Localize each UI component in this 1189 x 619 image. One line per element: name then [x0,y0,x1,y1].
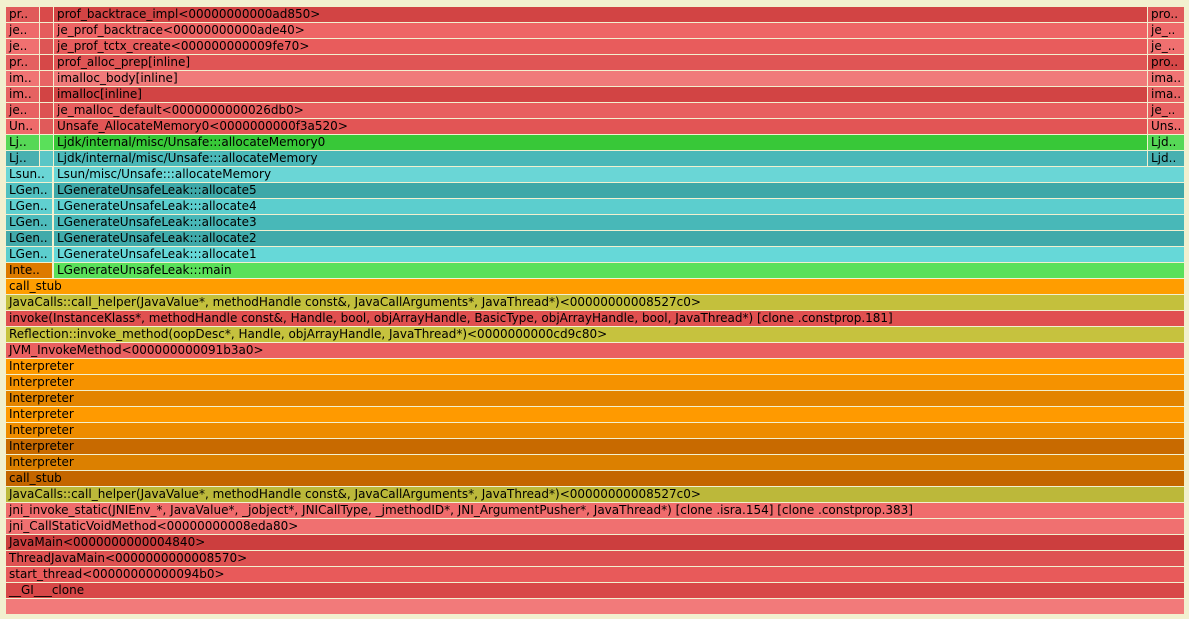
frame-un[interactable]: Un.. [6,119,39,134]
frame-gi-clone[interactable]: __GI___clone [6,583,1184,598]
frame-lj[interactable]: Lj.. [6,151,39,166]
frame-im[interactable]: im.. [6,87,39,102]
frame-prof-backtrace-impl-00000000000ad850[interactable]: prof_backtrace_impl<00000000000ad850> [54,7,1147,22]
frame-je[interactable]: je_.. [1148,39,1184,54]
frame-lgen[interactable]: LGen.. [6,231,52,246]
frame-je[interactable]: je_.. [1148,103,1184,118]
frame-pr[interactable]: pr.. [6,7,39,22]
frame-lgen[interactable]: LGen.. [6,199,52,214]
frame-imalloc-inline[interactable]: imalloc[inline] [54,87,1147,102]
frame-ima[interactable]: ima.. [1148,87,1184,102]
frame-threadjavamain-0000000000008570[interactable]: ThreadJavaMain<0000000000008570> [6,551,1184,566]
frame-interpreter[interactable]: Interpreter [6,375,1184,390]
frame-lsun[interactable]: Lsun.. [6,167,52,182]
frame-ljdk-internal-misc-unsafe-allocatememory[interactable]: Ljdk/internal/misc/Unsafe:::allocateMemo… [54,151,1147,166]
frame-empty[interactable] [40,23,53,38]
frame-interpreter[interactable]: Interpreter [6,455,1184,470]
frame-lgen[interactable]: LGen.. [6,183,52,198]
frame-je[interactable]: je_.. [1148,23,1184,38]
frame-jni-callstaticvoidmethod-00000000008eda8[interactable]: jni_CallStaticVoidMethod<00000000008eda8… [6,519,1184,534]
frame-uns[interactable]: Uns.. [1148,119,1184,134]
frame-lgenerateunsafeleak-allocate1[interactable]: LGenerateUnsafeLeak:::allocate1 [54,247,1184,262]
frame-empty[interactable] [40,119,53,134]
frame-empty[interactable] [6,599,1184,614]
frame-lgenerateunsafeleak-allocate3[interactable]: LGenerateUnsafeLeak:::allocate3 [54,215,1184,230]
frame-ljdk-internal-misc-unsafe-allocatememory[interactable]: Ljdk/internal/misc/Unsafe:::allocateMemo… [54,135,1147,150]
frame-call-stub[interactable]: call_stub [6,279,1184,294]
frame-ljd[interactable]: Ljd.. [1148,135,1184,150]
frame-empty[interactable] [40,135,53,150]
frame-javamain-0000000000004840[interactable]: JavaMain<0000000000004840> [6,535,1184,550]
frame-inte[interactable]: Inte.. [6,263,52,278]
frame-javacalls-call-helper-javavalue-methodha[interactable]: JavaCalls::call_helper(JavaValue*, metho… [6,487,1184,502]
frame-empty[interactable] [40,103,53,118]
frame-lgenerateunsafeleak-allocate5[interactable]: LGenerateUnsafeLeak:::allocate5 [54,183,1184,198]
frame-lj[interactable]: Lj.. [6,135,39,150]
frame-imalloc-body-inline[interactable]: imalloc_body[inline] [54,71,1147,86]
frame-je[interactable]: je.. [6,39,39,54]
frame-pr[interactable]: pr.. [6,55,39,70]
frame-empty[interactable] [40,151,53,166]
frame-empty[interactable] [40,39,53,54]
frame-prof-alloc-prep-inline[interactable]: prof_alloc_prep[inline] [54,55,1147,70]
frame-je-malloc-default-0000000000026db0[interactable]: je_malloc_default<0000000000026db0> [54,103,1147,118]
frame-call-stub[interactable]: call_stub [6,471,1184,486]
frame-je[interactable]: je.. [6,23,39,38]
frame-pro[interactable]: pro.. [1148,7,1184,22]
frame-reflection-invoke-method-oopdesc-handle-[interactable]: Reflection::invoke_method(oopDesc*, Hand… [6,327,1184,342]
frame-ljd[interactable]: Ljd.. [1148,151,1184,166]
frame-ima[interactable]: ima.. [1148,71,1184,86]
frame-lsun-misc-unsafe-allocatememory[interactable]: Lsun/misc/Unsafe:::allocateMemory [54,167,1184,182]
frame-jvm-invokemethod-000000000091b3a0[interactable]: JVM_InvokeMethod<000000000091b3a0> [6,343,1184,358]
frame-interpreter[interactable]: Interpreter [6,423,1184,438]
frame-empty[interactable] [40,71,53,86]
frame-je-prof-tctx-create-000000000009fe70[interactable]: je_prof_tctx_create<000000000009fe70> [54,39,1147,54]
frame-empty[interactable] [40,87,53,102]
frame-lgenerateunsafeleak-allocate2[interactable]: LGenerateUnsafeLeak:::allocate2 [54,231,1184,246]
frame-interpreter[interactable]: Interpreter [6,407,1184,422]
frame-invoke-instanceklass-methodhandle-const-[interactable]: invoke(InstanceKlass*, methodHandle cons… [6,311,1184,326]
frame-interpreter[interactable]: Interpreter [6,439,1184,454]
frame-lgen[interactable]: LGen.. [6,215,52,230]
frame-interpreter[interactable]: Interpreter [6,391,1184,406]
frame-empty[interactable] [40,55,53,70]
frame-empty[interactable] [40,7,53,22]
frame-start-thread-00000000000094b0[interactable]: start_thread<00000000000094b0> [6,567,1184,582]
frame-lgenerateunsafeleak-allocate4[interactable]: LGenerateUnsafeLeak:::allocate4 [54,199,1184,214]
frame-je[interactable]: je.. [6,103,39,118]
frame-unsafe-allocatememory0-0000000000f3a520[interactable]: Unsafe_AllocateMemory0<0000000000f3a520> [54,119,1147,134]
frame-javacalls-call-helper-javavalue-methodha[interactable]: JavaCalls::call_helper(JavaValue*, metho… [6,295,1184,310]
frame-pro[interactable]: pro.. [1148,55,1184,70]
frame-lgenerateunsafeleak-main[interactable]: LGenerateUnsafeLeak:::main [54,263,1184,278]
frame-jni-invoke-static-jnienv-javavalue-jobje[interactable]: jni_invoke_static(JNIEnv_*, JavaValue*, … [6,503,1184,518]
frame-im[interactable]: im.. [6,71,39,86]
frame-lgen[interactable]: LGen.. [6,247,52,262]
frame-interpreter[interactable]: Interpreter [6,359,1184,374]
frame-je-prof-backtrace-00000000000ade40[interactable]: je_prof_backtrace<00000000000ade40> [54,23,1147,38]
